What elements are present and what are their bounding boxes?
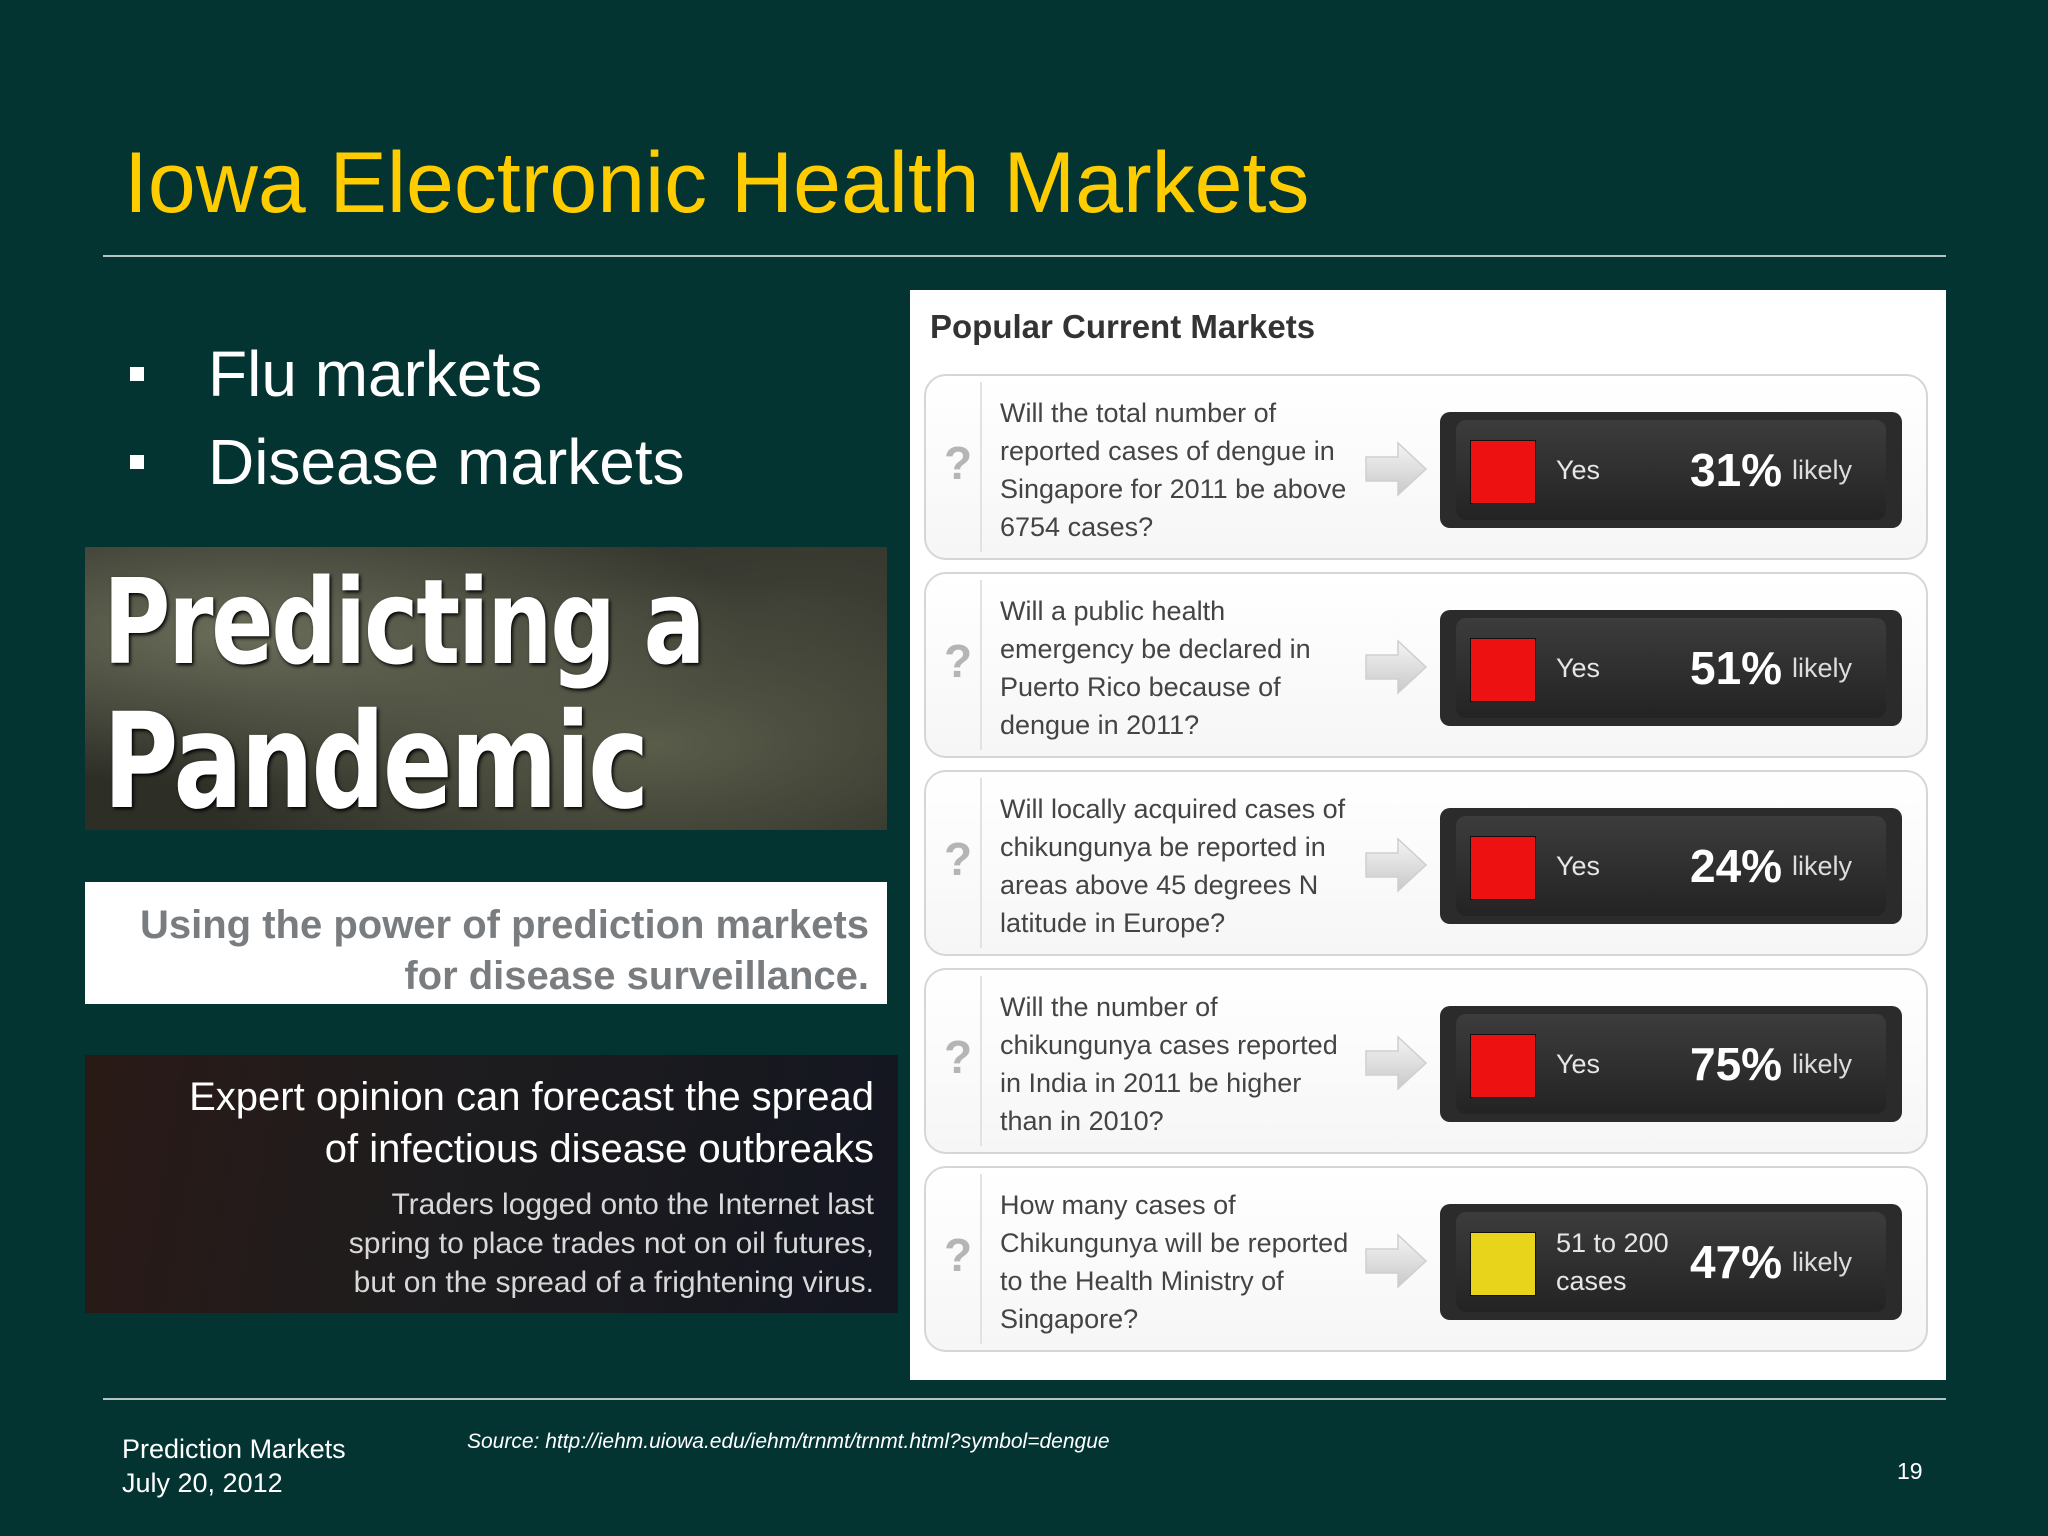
slide-title: Iowa Electronic Health Markets	[124, 135, 1310, 231]
footer-info: Prediction Markets July 20, 2012	[122, 1432, 346, 1500]
expert-sub-1: Traders logged onto the Internet last	[391, 1188, 874, 1221]
bullet-square-icon	[130, 455, 144, 469]
footer-presentation-name: Prediction Markets	[122, 1434, 346, 1464]
result-panel: Yes 51% likely	[1456, 618, 1886, 718]
source-citation: Source: http://iehm.uiowa.edu/iehm/trnmt…	[467, 1430, 1110, 1453]
outcome-label: Yes	[1556, 455, 1601, 485]
title-divider	[103, 255, 1946, 257]
outcome-color-swatch	[1470, 1034, 1536, 1098]
bullet-square-icon	[130, 367, 144, 381]
outcome-label: 51 to 200 cases	[1556, 1228, 1669, 1296]
pandemic-line-2: Pandemic	[103, 685, 649, 830]
outcome-label: Yes	[1556, 1049, 1601, 1079]
market-card[interactable]: ? Will the total number of reported cases…	[924, 374, 1928, 560]
markets-title: Popular Current Markets	[930, 308, 1316, 345]
footer-date: July 20, 2012	[122, 1468, 283, 1498]
popular-markets-widget: Popular Current Markets ? Will the total …	[910, 290, 1946, 1380]
question-mark-icon: ?	[944, 1229, 973, 1281]
market-result[interactable]: Yes 31% likely	[1440, 412, 1902, 528]
tagline-line-1: Using the power of prediction markets	[139, 903, 869, 947]
market-card[interactable]: ? Will locally acquired cases of chikungu…	[924, 770, 1928, 956]
market-result[interactable]: 51 to 200 cases 47% likely	[1440, 1204, 1902, 1320]
market-card[interactable]: ? Will a public health emergency be decla…	[924, 572, 1928, 758]
market-card[interactable]: ? Will the number of chikungunya cases re…	[924, 968, 1928, 1154]
likely-label: likely	[1792, 652, 1853, 683]
expert-sub-3: but on the spread of a frightening virus…	[353, 1266, 874, 1299]
likelihood-percent: 47%	[1690, 1236, 1783, 1288]
outcome-label: Yes	[1556, 653, 1601, 683]
expert-sub-2: spring to place trades not on oil future…	[348, 1227, 874, 1260]
predicting-pandemic-image: Predicting a Pandemic	[85, 547, 887, 830]
market-question[interactable]: How many cases of Chikungunya will be re…	[1000, 1190, 1349, 1334]
arrow-right-icon	[1365, 837, 1428, 893]
expert-headline-1: Expert opinion can forecast the spread	[189, 1075, 874, 1119]
question-mark-icon: ?	[944, 833, 973, 885]
card-separator	[980, 976, 982, 1146]
tagline-image: Using the power of prediction markets fo…	[85, 882, 887, 1004]
bullet-text: Flu markets	[208, 338, 543, 410]
footer-divider	[103, 1398, 1946, 1400]
arrow-right-icon	[1365, 441, 1428, 497]
likelihood-percent: 24%	[1690, 840, 1783, 892]
likely-label: likely	[1792, 1246, 1853, 1277]
card-separator	[980, 778, 982, 948]
outcome-color-swatch	[1470, 440, 1536, 504]
bullet-item: Flu markets	[124, 330, 685, 418]
card-separator	[980, 1174, 982, 1344]
result-panel: 51 to 200 cases 47% likely	[1456, 1212, 1886, 1312]
market-result[interactable]: Yes 75% likely	[1440, 1006, 1902, 1122]
outcome-color-swatch	[1470, 638, 1536, 702]
bullet-item: Disease markets	[124, 418, 685, 506]
pandemic-line-1: Predicting a	[103, 553, 706, 691]
tagline-line-2: for disease surveillance.	[404, 954, 869, 998]
market-result[interactable]: Yes 51% likely	[1440, 610, 1902, 726]
market-card[interactable]: ? How many cases of Chikungunya will be r…	[924, 1166, 1928, 1352]
market-question[interactable]: Will a public health emergency be declar…	[1000, 596, 1311, 740]
likelihood-percent: 75%	[1690, 1038, 1783, 1090]
likely-label: likely	[1792, 1048, 1853, 1079]
market-result[interactable]: Yes 24% likely	[1440, 808, 1902, 924]
outcome-color-swatch	[1470, 1232, 1536, 1296]
likely-label: likely	[1792, 850, 1853, 881]
outcome-color-swatch	[1470, 836, 1536, 900]
question-mark-icon: ?	[944, 1031, 973, 1083]
outcome-label: Yes	[1556, 851, 1601, 881]
arrow-right-icon	[1365, 639, 1428, 695]
likelihood-percent: 31%	[1690, 444, 1783, 496]
bullet-list: Flu markets Disease markets	[124, 330, 685, 506]
market-question[interactable]: Will the total number of reported cases …	[1000, 398, 1347, 542]
card-separator	[980, 382, 982, 552]
page-number: 19	[1897, 1458, 1923, 1484]
card-separator	[980, 580, 982, 750]
market-question[interactable]: Will the number of chikungunya cases rep…	[1000, 992, 1338, 1136]
market-question[interactable]: Will locally acquired cases of chikungun…	[1000, 794, 1346, 938]
bullet-text: Disease markets	[208, 426, 685, 498]
expert-headline-2: of infectious disease outbreaks	[324, 1127, 874, 1171]
question-mark-icon: ?	[944, 437, 973, 489]
arrow-right-icon	[1365, 1035, 1428, 1091]
likely-label: likely	[1792, 454, 1853, 485]
likelihood-percent: 51%	[1690, 642, 1783, 694]
result-panel: Yes 31% likely	[1456, 420, 1886, 520]
result-panel: Yes 24% likely	[1456, 816, 1886, 916]
question-mark-icon: ?	[944, 635, 973, 687]
expert-opinion-image: Expert opinion can forecast the spread o…	[85, 1055, 898, 1313]
arrow-right-icon	[1365, 1233, 1428, 1289]
result-panel: Yes 75% likely	[1456, 1014, 1886, 1114]
